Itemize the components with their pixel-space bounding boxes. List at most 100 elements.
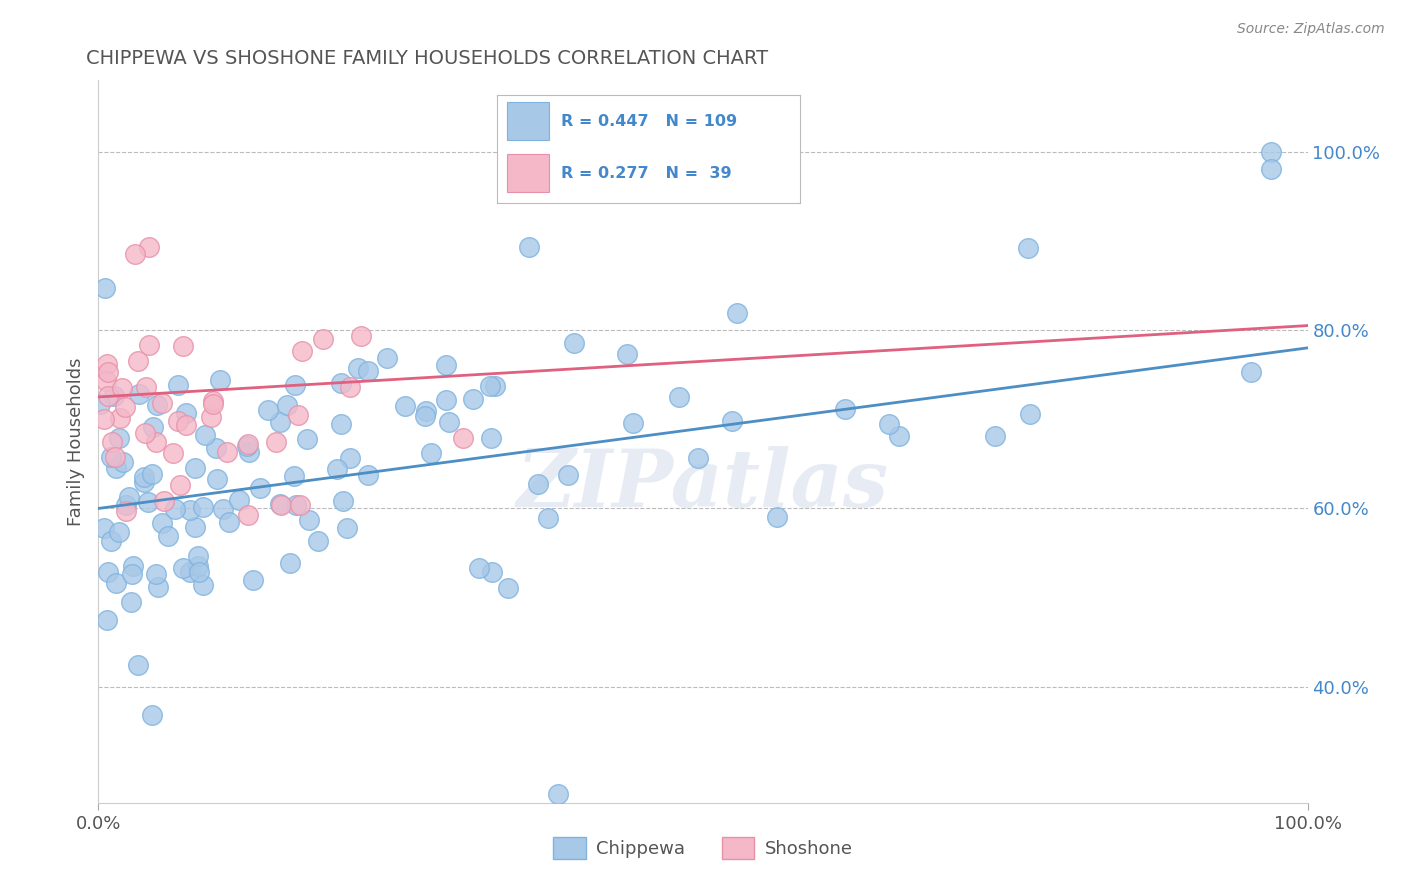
Point: [668, 390, 690, 404]
Point: [889, 429, 911, 443]
Point: [136, 494, 159, 508]
Point: [97, 565, 120, 579]
Point: [283, 469, 305, 483]
Point: [122, 559, 145, 574]
Point: [468, 561, 491, 575]
Point: [108, 411, 131, 425]
Point: [115, 504, 138, 518]
Point: [187, 558, 209, 573]
Point: [557, 467, 579, 482]
Point: [108, 524, 131, 539]
Point: [134, 425, 156, 440]
Point: [329, 417, 352, 432]
Point: [142, 420, 165, 434]
Point: [174, 406, 197, 420]
Point: [287, 408, 309, 422]
Point: [204, 441, 226, 455]
Point: [120, 595, 142, 609]
Point: [146, 580, 169, 594]
Point: [1260, 162, 1282, 177]
Point: [187, 566, 209, 580]
Point: [765, 509, 787, 524]
Point: [257, 403, 280, 417]
Point: [242, 574, 264, 588]
Point: [249, 482, 271, 496]
Point: [347, 360, 370, 375]
Point: [269, 415, 291, 429]
Point: [394, 399, 416, 413]
Point: [179, 502, 201, 516]
Point: [437, 415, 460, 429]
Point: [562, 336, 585, 351]
Point: [290, 498, 312, 512]
Point: [103, 389, 125, 403]
Point: [339, 450, 361, 465]
Point: [153, 493, 176, 508]
Point: [174, 417, 197, 432]
Point: [112, 455, 135, 469]
Point: [97, 365, 120, 379]
Point: [179, 565, 201, 579]
Point: [463, 392, 485, 407]
Point: [270, 499, 292, 513]
Point: [479, 431, 502, 445]
Point: [686, 451, 709, 466]
Point: [434, 358, 457, 372]
Point: [1017, 241, 1039, 255]
Point: [135, 380, 157, 394]
Point: [496, 582, 519, 596]
Point: [141, 707, 163, 722]
Point: [1019, 407, 1042, 421]
Point: [167, 414, 190, 428]
Point: [202, 397, 225, 411]
Point: [291, 344, 314, 359]
Point: [519, 240, 541, 254]
Point: [100, 434, 122, 449]
Point: [191, 500, 214, 515]
Point: [191, 578, 214, 592]
Point: [208, 373, 231, 387]
Point: [276, 398, 298, 412]
Text: Source: ZipAtlas.com: Source: ZipAtlas.com: [1237, 22, 1385, 37]
Legend: Chippewa, Shoshone: Chippewa, Shoshone: [546, 830, 860, 866]
Point: [238, 437, 260, 451]
Point: [336, 521, 359, 535]
Point: [114, 499, 136, 513]
Point: [415, 404, 437, 418]
Point: [89, 397, 111, 411]
Point: [484, 378, 506, 392]
Point: [236, 438, 259, 452]
Point: [284, 378, 307, 392]
Point: [145, 567, 167, 582]
Point: [128, 386, 150, 401]
Point: [150, 396, 173, 410]
Point: [616, 347, 638, 361]
Point: [217, 445, 239, 459]
Point: [100, 450, 122, 464]
Point: [162, 446, 184, 460]
Point: [104, 575, 127, 590]
Text: CHIPPEWA VS SHOSHONE FAMILY HOUSEHOLDS CORRELATION CHART: CHIPPEWA VS SHOSHONE FAMILY HOUSEHOLDS C…: [86, 48, 769, 68]
Point: [413, 409, 436, 423]
Point: [212, 502, 235, 516]
Point: [481, 565, 503, 579]
Point: [332, 493, 354, 508]
Point: [172, 339, 194, 353]
Point: [111, 381, 134, 395]
Point: [184, 461, 207, 475]
Point: [205, 472, 228, 486]
Point: [434, 393, 457, 408]
Point: [200, 410, 222, 425]
Point: [725, 305, 748, 319]
Point: [146, 398, 169, 412]
Point: [377, 351, 399, 366]
Point: [527, 477, 550, 491]
Point: [156, 528, 179, 542]
Point: [834, 401, 856, 416]
Point: [132, 470, 155, 484]
Point: [150, 516, 173, 531]
Point: [145, 435, 167, 450]
Point: [298, 513, 321, 527]
Point: [108, 431, 131, 445]
Point: [100, 534, 122, 549]
